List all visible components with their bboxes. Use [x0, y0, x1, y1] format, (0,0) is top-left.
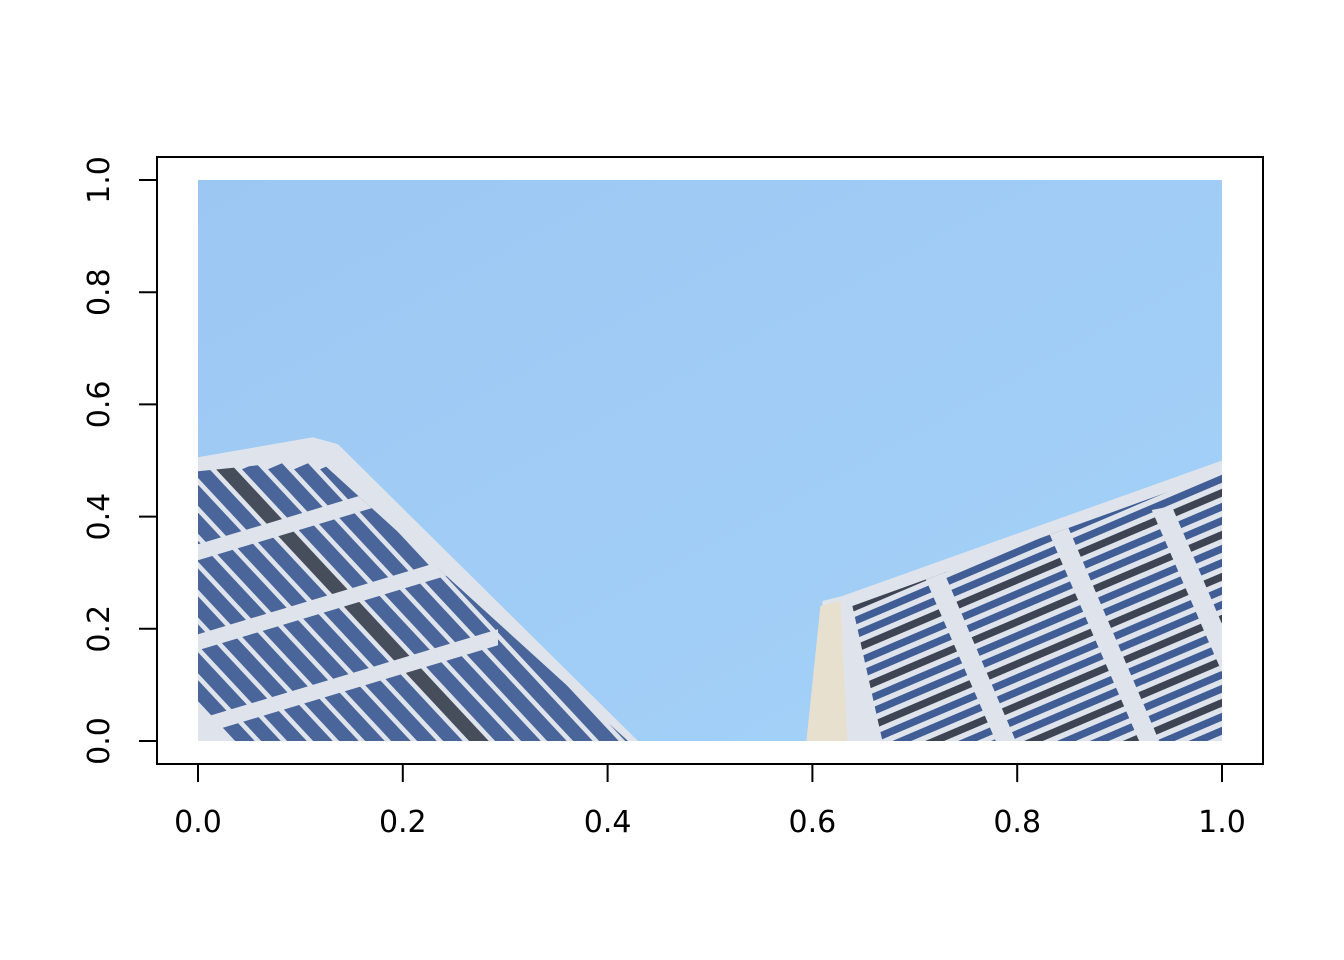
window-row	[852, 472, 1222, 649]
window-band	[242, 463, 552, 741]
floor-slab	[198, 544, 498, 651]
window-row	[852, 596, 1222, 741]
window-band	[198, 463, 292, 741]
y-tick-label: 0.6	[82, 381, 117, 429]
y-tick-label: 0.2	[82, 605, 117, 653]
window-row	[852, 568, 1222, 741]
y-tick-label: 0.0	[82, 717, 117, 765]
y-axis: 0.0 0.2 0.4 0.6 0.8 1.0	[82, 156, 158, 765]
window-row	[852, 582, 1222, 741]
window-row	[852, 512, 1222, 691]
x-tick-label: 0.2	[379, 805, 427, 840]
y-tick-label: 1.0	[82, 156, 117, 204]
window-row	[852, 554, 1222, 733]
window-band	[320, 463, 629, 741]
distant-building	[806, 601, 848, 741]
window-band	[268, 463, 578, 741]
window-band	[198, 463, 318, 741]
plot-image	[198, 180, 1222, 741]
window-row	[852, 610, 1222, 741]
x-axis: 0.0 0.2 0.4 0.6 0.8 1.0	[174, 763, 1246, 840]
window-row	[852, 540, 1222, 719]
x-tick-label: 0.0	[174, 805, 222, 840]
y-tick-label: 0.8	[82, 268, 117, 316]
facade-column	[1039, 506, 1160, 741]
y-tick-label: 0.4	[82, 493, 117, 541]
window-row	[852, 484, 1222, 663]
facade-column	[1151, 506, 1222, 741]
window-row	[852, 694, 1222, 741]
right-building	[806, 460, 1222, 741]
x-tick-label: 0.6	[789, 805, 837, 840]
window-band	[198, 463, 500, 741]
window-row	[852, 526, 1222, 705]
x-tick-label: 1.0	[1198, 805, 1246, 840]
window-row	[852, 498, 1222, 677]
window-row	[852, 624, 1222, 741]
floor-slab	[198, 629, 498, 736]
window-band	[294, 463, 604, 741]
x-tick-label: 0.8	[993, 805, 1041, 840]
window-row	[852, 680, 1222, 741]
x-tick-label: 0.4	[584, 805, 632, 840]
window-band	[216, 463, 526, 741]
